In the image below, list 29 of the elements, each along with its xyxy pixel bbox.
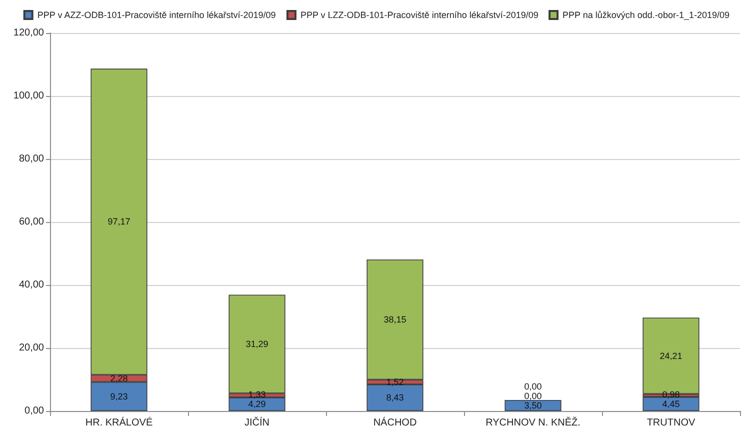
- data-label: 24,21: [660, 350, 682, 361]
- data-label: 0,00: [524, 390, 542, 401]
- data-label: 0,00: [524, 381, 542, 392]
- x-tick-label: TRUTNOV: [646, 418, 696, 428]
- y-tick-label: 20,00: [18, 342, 44, 354]
- legend-label: PPP na lůžkových odd.-obor-1_1-2019/09: [562, 10, 730, 20]
- legend-label: PPP v AZZ-ODB-101-Pracoviště interního lékařství-2019/09: [37, 10, 276, 20]
- data-label: 9,23: [110, 391, 128, 402]
- y-tick-label: 40,00: [18, 280, 44, 290]
- x-tick-label: JIČÍN: [244, 416, 270, 428]
- data-label: 2,28: [110, 373, 128, 384]
- bar: [228, 397, 286, 411]
- bar: [504, 400, 562, 411]
- legend-label: PPP v LZZ-ODB-101-Pracoviště interního lékařství-2019/09: [300, 10, 538, 20]
- data-label: 3,50: [524, 400, 542, 410]
- data-label: 97,17: [108, 216, 130, 227]
- y-tick-label: 60,00: [18, 216, 44, 228]
- data-label: 4,45: [662, 398, 680, 409]
- x-tick-label: RYCHNOV N. KNĚŽ.: [486, 416, 580, 428]
- data-label: 31,29: [246, 339, 268, 350]
- data-label: 38,15: [384, 314, 406, 325]
- data-label: 8,43: [386, 392, 404, 403]
- y-tick-label: 100,00: [13, 90, 44, 102]
- x-tick-label: HR. KRÁLOVÉ: [85, 416, 153, 428]
- data-label: 4,29: [248, 399, 266, 410]
- y-tick-label: 120,00: [13, 28, 44, 38]
- y-tick-label: 0,00: [24, 406, 44, 416]
- x-tick-label: NÁCHOD: [373, 416, 417, 428]
- y-tick-label: 80,00: [18, 154, 44, 164]
